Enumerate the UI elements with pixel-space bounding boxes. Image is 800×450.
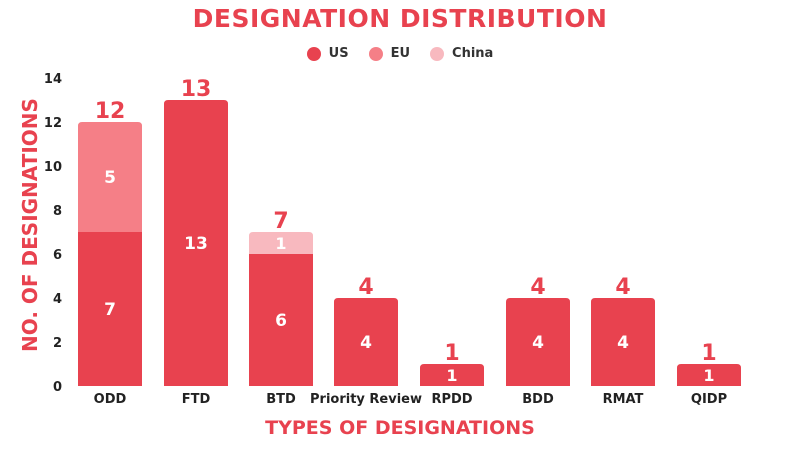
x-tick-label: BDD — [522, 392, 554, 407]
y-tick-label: 2 — [53, 336, 62, 351]
y-tick-label: 12 — [44, 116, 62, 131]
bar-total-label: 12 — [95, 99, 126, 124]
bar-segment-us — [677, 364, 741, 386]
bar-segment-value: 6 — [275, 311, 287, 331]
legend-swatch — [368, 46, 383, 61]
bar-segment-us — [249, 254, 313, 386]
chart-title: DESIGNATION DISTRIBUTION — [192, 4, 608, 33]
legend-item-eu: EU — [368, 46, 411, 61]
bar-segment-us — [334, 298, 398, 386]
bar-segment-value: 5 — [104, 168, 116, 188]
bar-segment-us — [78, 232, 142, 386]
bar-segment-us — [591, 298, 655, 386]
bar-segment-us — [164, 100, 228, 386]
y-tick-label: 10 — [44, 160, 62, 175]
y-tick-label: 4 — [53, 292, 62, 307]
bar-total-label: 4 — [615, 275, 630, 300]
legend-swatch — [306, 46, 321, 61]
legend-label: US — [328, 46, 349, 61]
x-tick-label: RPDD — [431, 392, 472, 407]
bar-segment-us — [506, 298, 570, 386]
bar-segment-value: 1 — [446, 366, 457, 385]
x-tick-label: FTD — [182, 392, 211, 407]
bar-segment-value: 1 — [275, 234, 286, 253]
legend-swatch — [430, 46, 445, 61]
y-tick-label: 0 — [53, 380, 62, 395]
bar-segment-us — [420, 364, 484, 386]
y-tick-label: 8 — [53, 204, 62, 219]
bar-total-label: 13 — [181, 77, 212, 102]
bar-segment-value: 1 — [703, 366, 714, 385]
legend: US EU China — [0, 46, 800, 61]
legend-item-china: China — [430, 46, 493, 61]
x-tick-label: QIDP — [691, 392, 727, 407]
bar-total-label: 1 — [701, 341, 716, 366]
bar-segment-value: 4 — [360, 333, 372, 353]
bar-segment-value: 13 — [184, 234, 208, 254]
bar-total-label: 4 — [530, 275, 545, 300]
bar-segment-eu — [78, 122, 142, 232]
bar-segment-value: 4 — [532, 333, 544, 353]
legend-label: China — [452, 46, 494, 61]
x-tick-label: ODD — [94, 392, 127, 407]
y-tick-label: 6 — [53, 248, 62, 263]
bar-segment-china — [249, 232, 313, 254]
x-axis-label: TYPES OF DESIGNATIONS — [265, 417, 535, 439]
bar-total-label: 4 — [358, 275, 373, 300]
y-tick-label: 14 — [44, 72, 62, 87]
bar-segment-value: 4 — [617, 333, 629, 353]
legend-label: EU — [390, 46, 411, 61]
x-tick-label: BTD — [266, 392, 296, 407]
legend-item-us: US — [306, 46, 349, 61]
x-tick-label: Priority Review — [310, 392, 422, 407]
bar-segment-value: 7 — [104, 300, 116, 320]
bar-total-label: 1 — [444, 341, 459, 366]
x-tick-label: RMAT — [603, 392, 644, 407]
bar-total-label: 7 — [273, 209, 288, 234]
